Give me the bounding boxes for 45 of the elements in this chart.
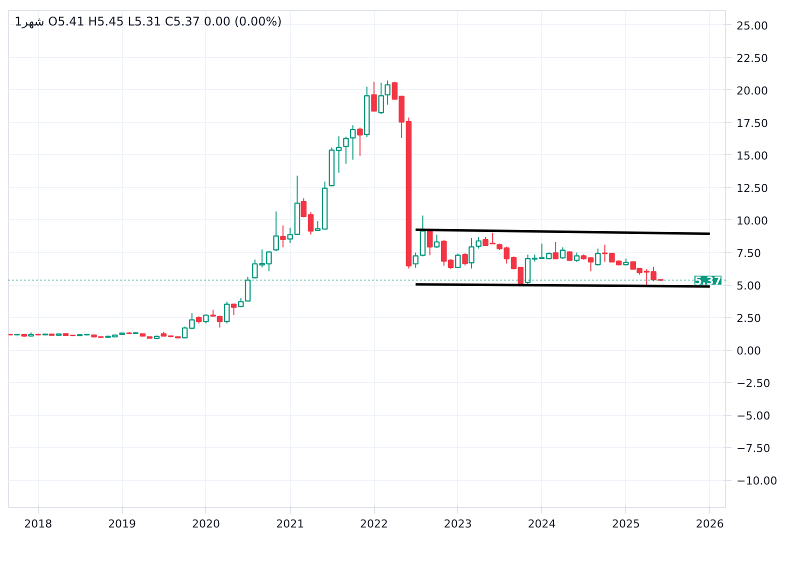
y-tick-label: −10.00 <box>736 474 778 488</box>
x-tick-label: 2024 <box>528 518 556 530</box>
candlestick <box>343 136 349 164</box>
x-tick-label: 2025 <box>612 518 640 530</box>
candlestick <box>574 252 580 262</box>
candlestick <box>566 250 573 261</box>
y-tick-label: 7.50 <box>736 246 761 260</box>
candlestick <box>350 124 356 160</box>
candlestick <box>357 127 363 156</box>
x-tick-label: 2020 <box>192 518 220 530</box>
candlestick <box>595 248 601 266</box>
candlestick <box>280 224 286 248</box>
y-tick-label: 22.50 <box>736 52 768 65</box>
x-tick-label: 2023 <box>444 518 472 530</box>
candlestick <box>434 234 440 248</box>
y-tick-label: 25.00 <box>736 19 768 32</box>
y-tick-label: 12.50 <box>736 182 768 195</box>
x-tick-label: 2026 <box>696 518 724 530</box>
y-tick-label: −7.50 <box>736 442 770 456</box>
y-tick-label: 15.00 <box>736 149 768 162</box>
y-tick-label: 0.00 <box>736 344 761 358</box>
annotation: 1شهر O5.41 H5.45 L5.31 C5.37 0.00 (0.00%) <box>14 14 282 28</box>
ref-line-label: 5.37 <box>694 274 722 288</box>
x-tick-label: 2019 <box>108 518 136 530</box>
candlestick <box>230 303 237 316</box>
candlestick <box>273 211 279 252</box>
y-tick-label: 2.50 <box>736 312 761 326</box>
candlestick <box>224 301 230 324</box>
y-tick-label: 17.50 <box>736 116 768 130</box>
y-tick-label: 20.00 <box>736 84 768 98</box>
y-tick-label: 5.00 <box>736 280 761 293</box>
candlestick <box>476 236 482 250</box>
candlestick <box>455 253 461 269</box>
x-tick-label: 2018 <box>24 518 52 530</box>
x-tick-label: 2022 <box>360 518 388 530</box>
x-tick-label: 2021 <box>276 518 304 530</box>
candlestick <box>468 238 474 269</box>
candlestick <box>560 246 566 260</box>
y-tick-label: 10.00 <box>736 214 768 228</box>
candlestick <box>462 252 468 266</box>
candlestick <box>412 252 419 268</box>
y-tick-label: −2.50 <box>736 377 770 390</box>
y-tick-label: −5.00 <box>736 410 770 423</box>
candlestick <box>371 81 377 112</box>
candlestick <box>552 241 559 260</box>
